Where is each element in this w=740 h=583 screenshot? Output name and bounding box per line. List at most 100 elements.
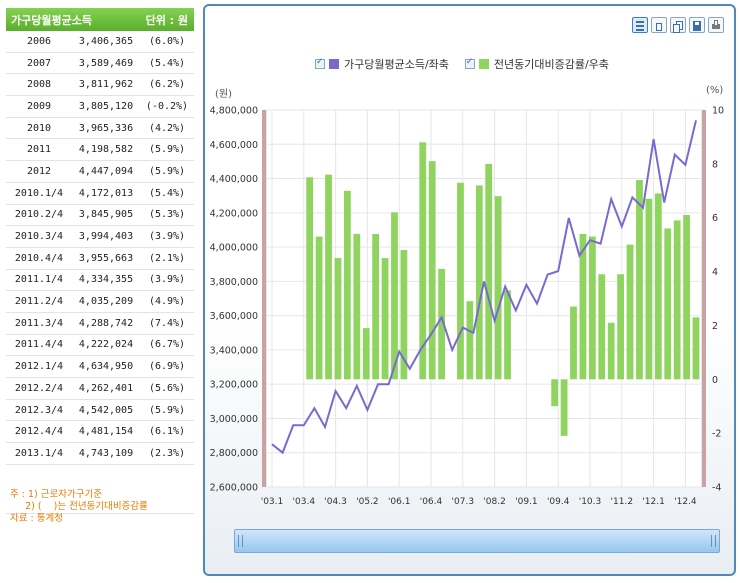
x-tick-label: '12.1 [642, 497, 665, 507]
cell-income: 4,481,154 [78, 426, 134, 438]
cell-period: 2010.2/4 [14, 209, 64, 221]
growth-rate-bar [579, 233, 587, 380]
x-tick-label: '08.2 [483, 497, 506, 507]
growth-rate-bar [504, 290, 511, 380]
growth-rate-bar [588, 236, 596, 380]
growth-rate-bar [391, 212, 398, 380]
y-left-tick-label: 4,400,000 [210, 174, 258, 185]
growth-rate-bar [381, 258, 389, 380]
cell-income: 4,198,582 [78, 144, 134, 156]
growth-rate-bar [306, 177, 314, 380]
growth-rate-bar [475, 185, 483, 380]
cell-period: 2011 [26, 144, 52, 156]
cell-period: 2011.2/4 [14, 296, 64, 308]
chart-legend: 가구당월평균소득/좌축 전년동기대비증감률/우축 [315, 56, 609, 72]
cell-income: 4,288,742 [78, 317, 134, 329]
growth-rate-bar [692, 317, 700, 380]
y-right-tick-label: 8 [712, 159, 718, 170]
cell-rate: (6.0%) [148, 35, 186, 47]
y-left-tick-label: 4,200,000 [210, 208, 258, 219]
cell-rate: (6.7%) [148, 339, 186, 351]
y-right-tick-label: 2 [712, 321, 718, 332]
footnote-2: 2) ( )는 전년동기대비증감률 [10, 501, 148, 512]
cell-period: 2007 [26, 57, 52, 69]
cell-period: 2012.4/4 [14, 426, 64, 438]
table-row: 2010 3,965,336 (4.2%) [6, 118, 194, 140]
x-tick-label: '03.4 [293, 497, 316, 507]
save-icon[interactable] [689, 17, 705, 33]
y-right-tick-label: 0 [712, 375, 718, 386]
cell-rate: (5.9%) [148, 404, 186, 416]
cell-income: 3,845,905 [78, 209, 134, 221]
table-row: 2011 4,198,582 (5.9%) [6, 139, 194, 162]
cell-income: 3,811,962 [78, 79, 134, 91]
series1-swatch [329, 59, 339, 69]
x-tick-label: '10.3 [579, 497, 602, 507]
series1-checkbox[interactable] [315, 57, 325, 69]
growth-rate-bar [570, 306, 577, 380]
table-row: 2009 3,805,120 (-0.2%) [6, 96, 194, 118]
cell-rate: (6.2%) [148, 79, 186, 91]
scrollbar-right-handle[interactable] [711, 535, 716, 547]
cell-rate: (5.3%) [148, 209, 186, 221]
list-icon[interactable] [632, 17, 648, 33]
cell-income: 4,262,401 [78, 382, 134, 394]
cell-period: 2010.4/4 [14, 252, 64, 264]
footnote-source: 자료 : 통계청 [10, 513, 63, 524]
print-icon[interactable] [708, 17, 724, 33]
cell-period: 2010 [26, 122, 52, 134]
growth-rate-bar [664, 228, 672, 380]
cell-period: 2010.3/4 [14, 231, 64, 243]
x-tick-label: '12.4 [674, 497, 697, 507]
cell-period: 2009 [26, 100, 52, 112]
series2-checkbox[interactable] [464, 57, 475, 69]
growth-rate-bar [485, 163, 493, 380]
cell-period: 2012.1/4 [14, 361, 64, 373]
series2-swatch [478, 59, 489, 69]
y-left-tick-label: 2,800,000 [210, 448, 258, 459]
growth-rate-bar [343, 190, 351, 380]
copy-icon[interactable] [651, 17, 667, 33]
chart-range-scrollbar[interactable] [234, 529, 720, 553]
x-tick-label: '04.3 [324, 497, 347, 507]
y-left-tick-label: 4,000,000 [210, 243, 258, 254]
cell-income: 3,965,336 [78, 122, 134, 134]
cell-period: 2012.3/4 [14, 404, 64, 416]
cell-income: 4,634,950 [78, 361, 134, 373]
cell-income: 4,172,013 [78, 187, 134, 199]
growth-rate-bar [325, 174, 332, 380]
growth-rate-bar [551, 379, 559, 407]
cell-rate: (5.9%) [148, 144, 186, 156]
growth-rate-bar [598, 274, 606, 380]
copy-all-icon[interactable] [670, 17, 686, 33]
y-left-tick-label: 3,400,000 [210, 345, 258, 356]
growth-rate-bar [683, 215, 690, 380]
series2-label: 전년동기대비증감률/우축 [493, 58, 609, 71]
y-left-axis [262, 110, 266, 487]
growth-rate-bar [673, 220, 681, 380]
x-tick-label: '06.4 [420, 497, 443, 507]
growth-rate-bar [334, 258, 342, 380]
cell-rate: (5.9%) [148, 165, 186, 177]
x-tick-label: '09.1 [515, 497, 538, 507]
growth-rate-bar [353, 233, 361, 380]
growth-rate-bar [617, 274, 625, 380]
cell-rate: (6.9%) [148, 361, 186, 373]
growth-rate-bar [560, 379, 568, 436]
table-title: 가구당월평균소득 [11, 13, 92, 27]
cell-income: 4,743,109 [78, 447, 134, 459]
table-row: 2011.1/4 4,334,355 (3.9%) [6, 270, 194, 292]
y-right-tick-label: 6 [712, 213, 718, 224]
y-left-tick-label: 4,800,000 [210, 106, 258, 117]
growth-rate-bar [645, 198, 653, 380]
table-row: 2012.1/4 4,634,950 (6.9%) [6, 356, 194, 378]
scrollbar-left-handle[interactable] [238, 535, 243, 547]
table-row: 2008 3,811,962 (6.2%) [6, 74, 194, 97]
y-left-tick-label: 3,200,000 [210, 380, 258, 391]
cell-rate: (3.9%) [148, 274, 186, 286]
cell-income: 4,447,094 [78, 165, 134, 177]
table-unit: 단위 : 원 [145, 13, 188, 27]
cell-period: 2012 [26, 165, 52, 177]
table-body: 2006 3,406,365 (6.0%) 2007 3,589,469 (5.4%) 20… [6, 31, 194, 465]
cell-period: 2011.1/4 [14, 274, 64, 286]
